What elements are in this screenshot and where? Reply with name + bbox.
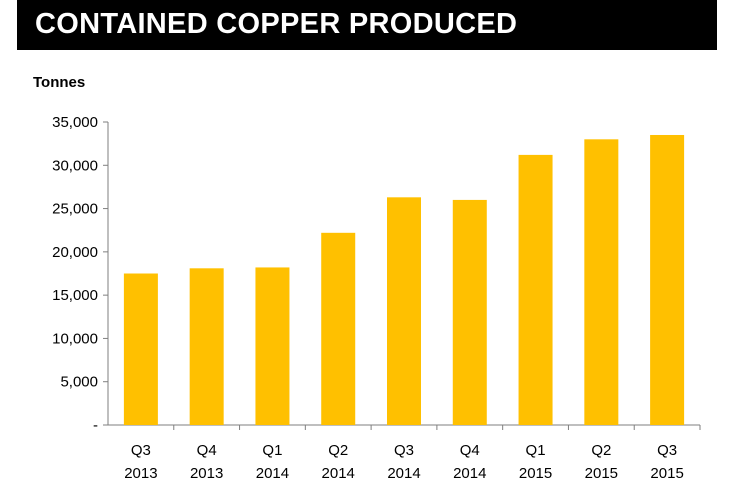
x-tick-label-quarter: Q4 <box>460 442 480 459</box>
x-tick-label-year: 2015 <box>650 465 683 482</box>
bar <box>452 199 487 425</box>
bar <box>189 268 224 425</box>
x-tick-label-year: 2014 <box>256 465 289 482</box>
x-tick-label-year: 2015 <box>585 465 618 482</box>
chart-title: CONTAINED COPPER PRODUCED <box>35 8 518 40</box>
y-tick-label: 25,000 <box>52 201 98 218</box>
x-tick-label-quarter: Q1 <box>262 442 282 459</box>
x-tick-label-quarter: Q2 <box>328 442 348 459</box>
y-tick-label: 15,000 <box>52 287 98 304</box>
title-bar: CONTAINED COPPER PRODUCED <box>17 0 717 50</box>
y-tick-label: 30,000 <box>52 157 98 174</box>
x-tick-label-quarter: Q3 <box>131 442 151 459</box>
x-tick-label-year: 2014 <box>453 465 486 482</box>
y-axis-label: Tonnes <box>33 74 86 91</box>
y-tick-label: - <box>93 417 98 434</box>
bar <box>321 232 356 425</box>
bar <box>255 267 290 425</box>
x-tick-label-year: 2014 <box>387 465 420 482</box>
y-tick-label: 5,000 <box>60 374 98 391</box>
x-tick-label-year: 2014 <box>322 465 355 482</box>
bar <box>518 154 553 425</box>
x-tick-label-quarter: Q3 <box>657 442 677 459</box>
bar <box>650 134 685 425</box>
x-tick-label-year: 2013 <box>190 465 223 482</box>
x-tick-label-year: 2015 <box>519 465 552 482</box>
bar <box>584 139 619 426</box>
bar <box>387 197 421 425</box>
x-tick-label-quarter: Q1 <box>526 442 546 459</box>
x-tick-label-quarter: Q3 <box>394 442 414 459</box>
x-tick-label-quarter: Q2 <box>591 442 611 459</box>
bar <box>123 273 158 425</box>
y-tick-label: 20,000 <box>52 244 98 261</box>
x-tick-label-quarter: Q4 <box>197 442 217 459</box>
y-tick-label: 10,000 <box>52 330 98 347</box>
y-tick-label: 35,000 <box>52 114 98 131</box>
x-tick-label-year: 2013 <box>124 465 157 482</box>
